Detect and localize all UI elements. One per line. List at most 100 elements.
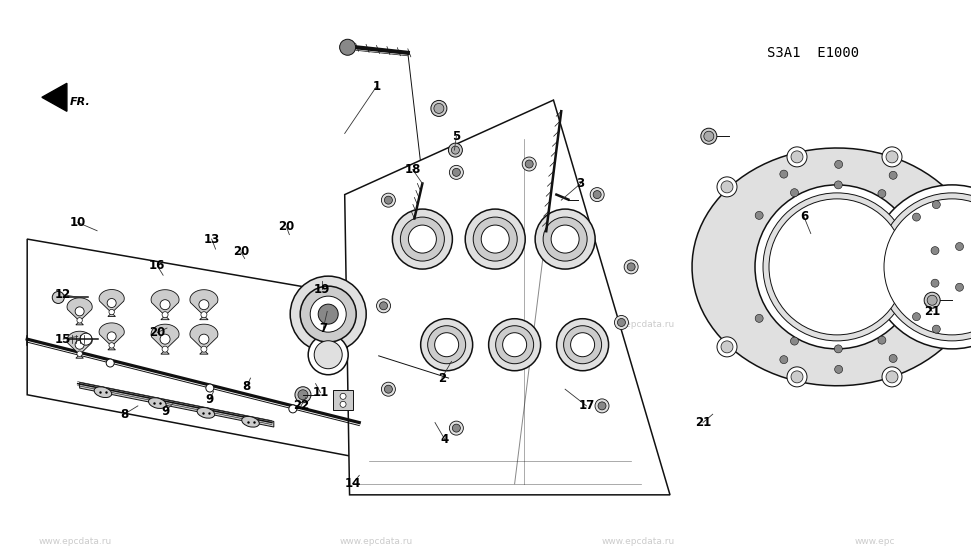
Text: www.epc: www.epc	[854, 320, 895, 329]
Circle shape	[834, 345, 842, 353]
Circle shape	[704, 131, 714, 141]
Circle shape	[434, 103, 444, 113]
Circle shape	[77, 317, 83, 323]
Circle shape	[206, 384, 214, 392]
Polygon shape	[692, 148, 971, 386]
Circle shape	[300, 286, 356, 342]
Circle shape	[295, 387, 311, 403]
Circle shape	[318, 304, 338, 324]
Circle shape	[380, 302, 387, 310]
Circle shape	[913, 312, 921, 321]
Circle shape	[882, 147, 902, 167]
Circle shape	[913, 213, 921, 221]
Circle shape	[721, 341, 733, 353]
Text: 14: 14	[345, 477, 360, 490]
Text: 6: 6	[800, 210, 808, 224]
Text: S3A1  E1000: S3A1 E1000	[767, 46, 859, 60]
Circle shape	[932, 201, 940, 208]
Circle shape	[787, 147, 807, 167]
Circle shape	[315, 341, 342, 369]
Text: 21: 21	[695, 416, 711, 429]
Circle shape	[77, 351, 83, 356]
Circle shape	[556, 319, 609, 371]
Circle shape	[75, 307, 84, 316]
Text: 8: 8	[243, 380, 251, 393]
Text: 8: 8	[120, 408, 128, 421]
Text: www.epcdata.ru: www.epcdata.ru	[39, 320, 112, 329]
Circle shape	[931, 247, 939, 255]
Circle shape	[543, 217, 587, 261]
Circle shape	[835, 365, 843, 374]
Polygon shape	[151, 324, 179, 354]
Circle shape	[571, 332, 594, 357]
Text: www.epc: www.epc	[854, 537, 895, 545]
Circle shape	[884, 199, 971, 335]
Circle shape	[598, 402, 606, 410]
Circle shape	[886, 151, 898, 163]
Circle shape	[80, 333, 92, 345]
Text: 4: 4	[441, 433, 449, 446]
Circle shape	[473, 217, 518, 261]
Circle shape	[701, 128, 717, 144]
Polygon shape	[27, 239, 350, 456]
Circle shape	[889, 355, 897, 363]
Circle shape	[162, 346, 168, 352]
Circle shape	[449, 143, 462, 157]
Circle shape	[452, 424, 460, 432]
Circle shape	[382, 193, 395, 207]
Text: 18: 18	[405, 163, 420, 176]
Circle shape	[835, 160, 843, 168]
Polygon shape	[99, 323, 124, 350]
Circle shape	[107, 299, 117, 307]
Circle shape	[160, 334, 170, 344]
Text: 10: 10	[70, 216, 85, 229]
Circle shape	[552, 225, 579, 253]
Ellipse shape	[242, 416, 259, 427]
Circle shape	[450, 421, 463, 435]
Ellipse shape	[94, 387, 112, 398]
Circle shape	[886, 371, 898, 383]
Text: 3: 3	[577, 177, 585, 190]
Circle shape	[787, 367, 807, 387]
Circle shape	[955, 242, 963, 251]
Circle shape	[595, 399, 609, 413]
Circle shape	[340, 393, 346, 399]
Circle shape	[535, 209, 595, 269]
Circle shape	[931, 279, 939, 287]
Text: FR.: FR.	[70, 97, 90, 107]
Circle shape	[882, 367, 902, 387]
Circle shape	[450, 165, 463, 180]
Circle shape	[107, 332, 117, 341]
Circle shape	[452, 168, 460, 176]
Circle shape	[927, 295, 937, 305]
Text: 20: 20	[150, 326, 165, 339]
Circle shape	[435, 332, 458, 357]
Circle shape	[618, 319, 625, 326]
Text: 21: 21	[924, 305, 940, 318]
Text: 20: 20	[279, 220, 294, 234]
Circle shape	[791, 151, 803, 163]
Circle shape	[52, 291, 64, 304]
Circle shape	[308, 335, 349, 375]
Polygon shape	[67, 331, 92, 358]
Polygon shape	[333, 390, 353, 410]
Circle shape	[288, 405, 297, 413]
Polygon shape	[190, 290, 218, 320]
Ellipse shape	[149, 398, 166, 409]
Circle shape	[769, 199, 905, 335]
Text: 19: 19	[315, 282, 330, 296]
Circle shape	[878, 193, 971, 341]
Polygon shape	[42, 83, 67, 111]
Circle shape	[427, 326, 466, 364]
Circle shape	[780, 356, 787, 364]
Circle shape	[201, 312, 207, 317]
Text: 16: 16	[150, 259, 165, 272]
Text: www.epcdata.ru: www.epcdata.ru	[340, 320, 413, 329]
Circle shape	[870, 185, 971, 349]
Text: 9: 9	[206, 393, 214, 406]
Text: www.epcdata.ru: www.epcdata.ru	[602, 537, 675, 545]
Circle shape	[377, 299, 390, 313]
Circle shape	[615, 315, 628, 330]
Ellipse shape	[197, 408, 215, 418]
Circle shape	[431, 101, 447, 116]
